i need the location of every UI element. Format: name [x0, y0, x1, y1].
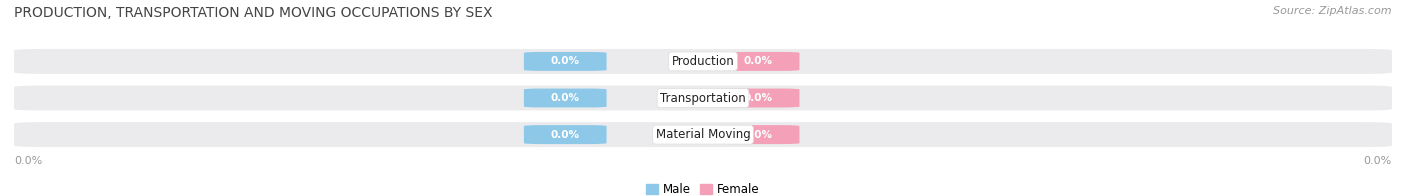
Text: 0.0%: 0.0% [744, 56, 773, 66]
Text: Source: ZipAtlas.com: Source: ZipAtlas.com [1274, 6, 1392, 16]
Text: Material Moving: Material Moving [655, 128, 751, 141]
FancyBboxPatch shape [524, 125, 606, 144]
FancyBboxPatch shape [14, 86, 1392, 110]
FancyBboxPatch shape [14, 122, 1392, 147]
FancyBboxPatch shape [524, 89, 606, 107]
Text: Transportation: Transportation [661, 92, 745, 104]
FancyBboxPatch shape [14, 49, 1392, 74]
FancyBboxPatch shape [524, 52, 606, 71]
Legend: Male, Female: Male, Female [641, 179, 765, 196]
Text: 0.0%: 0.0% [14, 156, 42, 166]
Text: 0.0%: 0.0% [1364, 156, 1392, 166]
Text: 0.0%: 0.0% [551, 130, 579, 140]
Text: PRODUCTION, TRANSPORTATION AND MOVING OCCUPATIONS BY SEX: PRODUCTION, TRANSPORTATION AND MOVING OC… [14, 6, 492, 20]
FancyBboxPatch shape [717, 52, 800, 71]
FancyBboxPatch shape [717, 89, 800, 107]
Text: Production: Production [672, 55, 734, 68]
Text: 0.0%: 0.0% [551, 56, 579, 66]
FancyBboxPatch shape [717, 125, 800, 144]
Text: 0.0%: 0.0% [551, 93, 579, 103]
Text: 0.0%: 0.0% [744, 130, 773, 140]
Text: 0.0%: 0.0% [744, 93, 773, 103]
